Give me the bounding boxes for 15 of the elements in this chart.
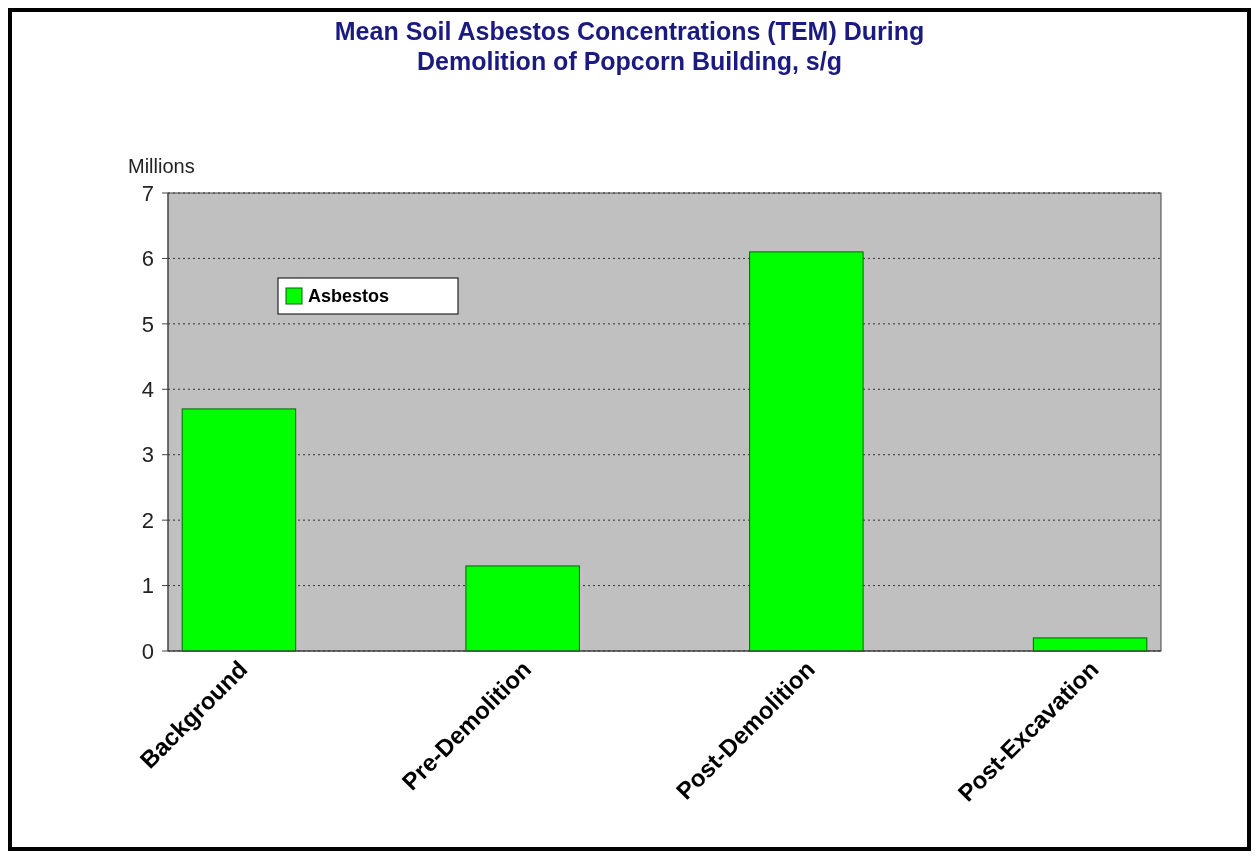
y-tick-label: 2: [141, 507, 154, 533]
y-tick-label: 5: [141, 311, 154, 337]
legend-label: Asbestos: [308, 286, 390, 306]
y-tick-label: 3: [141, 442, 154, 468]
bar: [1032, 637, 1148, 652]
y-tick-label: 1: [141, 573, 154, 599]
y-tick-label: 4: [141, 376, 154, 402]
y-tick-label: 0: [141, 638, 154, 664]
bar: [465, 565, 580, 652]
chart-title: Mean Soil Asbestos Concentrations (TEM) During Demolition of Popcorn Building, s/g: [334, 17, 925, 75]
bar: [181, 408, 297, 652]
bar: [749, 251, 864, 652]
y-tick-label: 7: [141, 180, 154, 206]
y-axis-title: Millions: [128, 155, 195, 177]
y-tick-label: 6: [141, 246, 154, 272]
